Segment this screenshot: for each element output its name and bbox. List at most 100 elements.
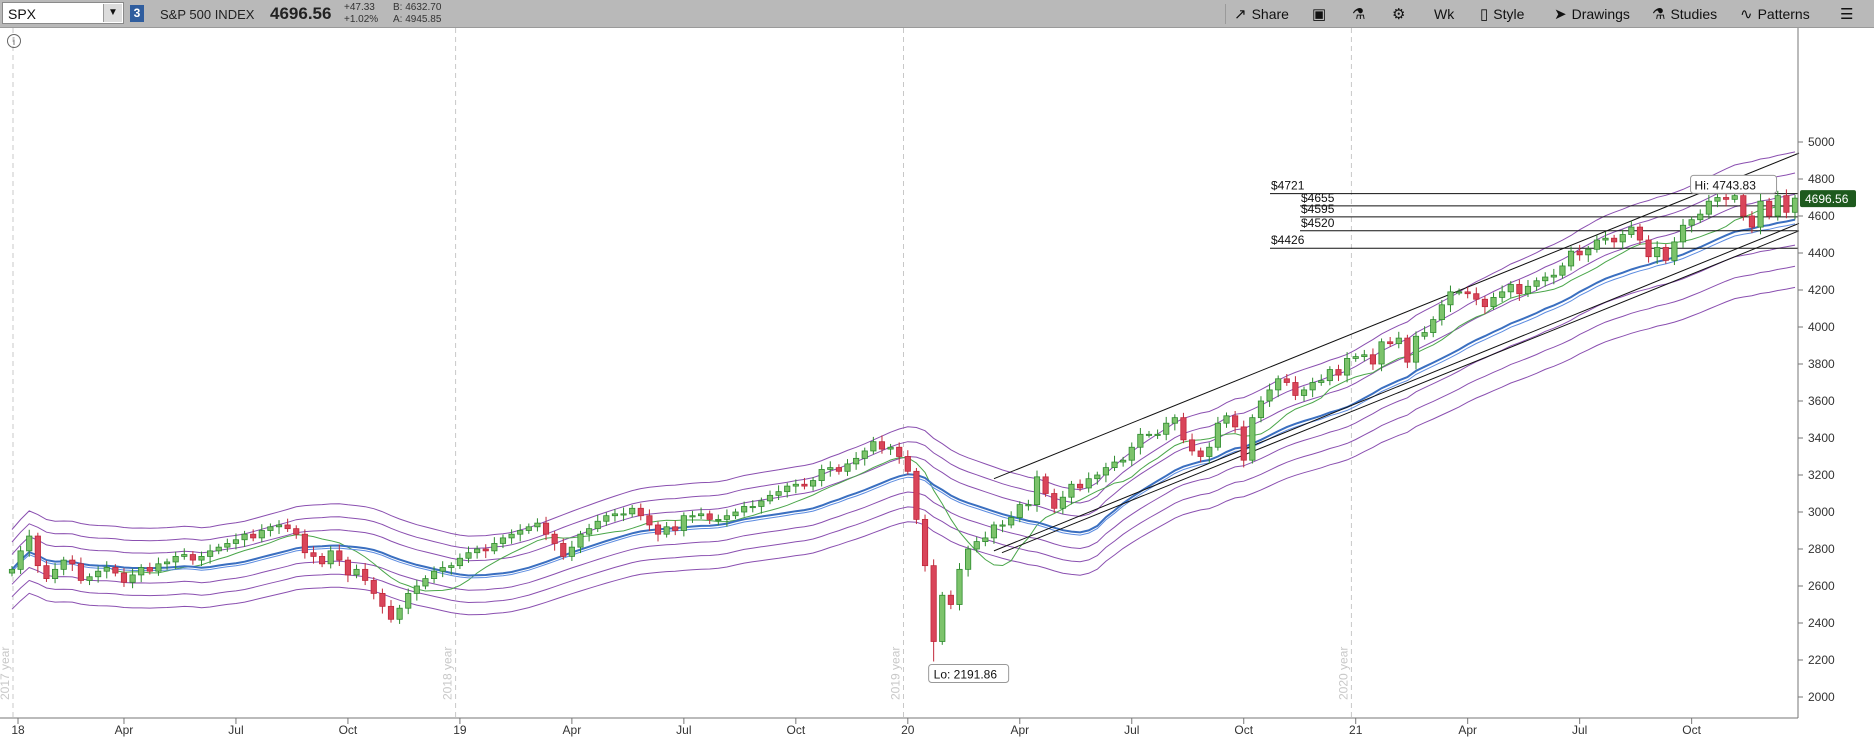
patterns-button[interactable]: ∿ Patterns [1740, 0, 1810, 28]
candle-body [517, 530, 524, 535]
candle-body [1404, 337, 1411, 363]
candle-body [155, 563, 162, 572]
symbol-input[interactable]: SPX ▼ [2, 2, 124, 24]
candle-body [1636, 226, 1644, 241]
candle-body [827, 467, 834, 470]
patterns-icon: ∿ [1740, 6, 1753, 23]
candle-body [224, 543, 231, 548]
candle-body [1748, 215, 1756, 228]
candle-body [1550, 274, 1557, 278]
style-button[interactable]: ▯ Style [1480, 0, 1524, 28]
settings-button[interactable]: ⚙ [1392, 0, 1405, 28]
candle-body [1783, 195, 1790, 213]
y-tick-label: 3400 [1808, 431, 1835, 445]
candle-body [913, 470, 920, 520]
candle-body [336, 550, 343, 561]
high-label: Hi: 4743.83 [1695, 178, 1757, 192]
candle-body [327, 550, 334, 565]
candle-body [1679, 224, 1687, 243]
candle-body [1714, 197, 1721, 202]
candle-body [396, 607, 403, 620]
price-chart[interactable]: 2017 year 2018 year 2019 year 2020 year $47… [0, 28, 1874, 738]
flask-icon: ⚗ [1352, 6, 1366, 23]
candle-body [1249, 417, 1256, 461]
candle-body [586, 528, 593, 535]
candle-body [741, 506, 748, 513]
last-price: 4696.56 [270, 4, 332, 23]
timeframe-button[interactable]: Wk [1434, 0, 1454, 28]
candle-body [1774, 195, 1781, 217]
candle-body [1111, 461, 1118, 468]
candle-body [1361, 354, 1368, 358]
x-tick-label: Apr [563, 723, 582, 737]
candle-body [1369, 354, 1377, 365]
candle-body [1421, 332, 1428, 337]
band-upper-2 [11, 172, 1796, 549]
candle-body [784, 485, 791, 493]
candle-body [560, 543, 567, 557]
candle-body [250, 533, 257, 539]
candle-body [534, 522, 541, 528]
candle-body [387, 605, 395, 620]
candle-body [1533, 280, 1540, 287]
candle-body [1473, 293, 1480, 300]
share-icon: ↗ [1234, 6, 1247, 23]
candle-body [1654, 247, 1661, 258]
candle-body [801, 483, 808, 487]
candle-body [1275, 378, 1282, 391]
candle-body [1352, 356, 1359, 359]
candle-body [1102, 467, 1109, 476]
drawings-button[interactable]: ➤ Drawings [1554, 0, 1630, 28]
candle-body [930, 565, 937, 642]
y-tick-label: 2600 [1808, 579, 1835, 593]
info-icon[interactable] [7, 34, 21, 48]
candle-body [818, 469, 825, 481]
last-price-tag [1800, 190, 1856, 208]
screenshot-button[interactable]: ▣ [1312, 0, 1326, 28]
candle-body [181, 554, 188, 557]
x-tick-label: Jul [676, 723, 691, 737]
link-group-badge[interactable]: 3 [130, 5, 144, 22]
y-tick-label: 2000 [1808, 690, 1835, 704]
candle-body [1008, 517, 1015, 526]
share-button[interactable]: ↗ Share [1234, 0, 1289, 28]
candle-body [1766, 200, 1773, 217]
price-level-label: $4595 [1301, 202, 1335, 216]
studies-label: Studies [1670, 6, 1718, 22]
candle-body [896, 446, 903, 457]
candle-body [853, 457, 860, 465]
menu-button[interactable]: ☰ [1840, 0, 1853, 28]
candle-body [844, 463, 851, 472]
x-tick-label: Jul [1124, 723, 1139, 737]
candle-body [241, 533, 248, 541]
candle-body [620, 513, 627, 516]
candle-body [1042, 476, 1049, 494]
candle-body [956, 568, 963, 605]
band-lower-2 [11, 265, 1796, 604]
candle-body [870, 441, 877, 452]
candle-body [344, 559, 351, 576]
candle-body [103, 567, 110, 572]
flask-button[interactable]: ⚗ [1352, 0, 1365, 28]
symbol-dropdown-icon[interactable]: ▼ [103, 4, 122, 22]
low-label-box [928, 664, 1010, 684]
candle-body [1059, 496, 1066, 509]
candle-body [792, 483, 799, 487]
x-tick-label: 20 [901, 723, 915, 737]
trend-channel [993, 152, 1800, 554]
candle-body [835, 467, 842, 472]
x-tick-label: 19 [453, 723, 467, 737]
candle-body [1094, 474, 1101, 480]
price-level-label: $4655 [1301, 191, 1335, 205]
candle-body [568, 546, 575, 557]
channel-lower-line-2 [1001, 230, 1800, 554]
candle-body [775, 491, 782, 496]
drawings-label: Drawings [1571, 6, 1630, 22]
candle-body [1240, 426, 1247, 461]
candle-body [1576, 250, 1583, 256]
candle-body [1257, 400, 1265, 419]
candle-body [921, 518, 929, 567]
candle-body [1163, 422, 1170, 435]
candle-body [293, 528, 300, 535]
studies-button[interactable]: ⚗ Studies [1652, 0, 1717, 28]
